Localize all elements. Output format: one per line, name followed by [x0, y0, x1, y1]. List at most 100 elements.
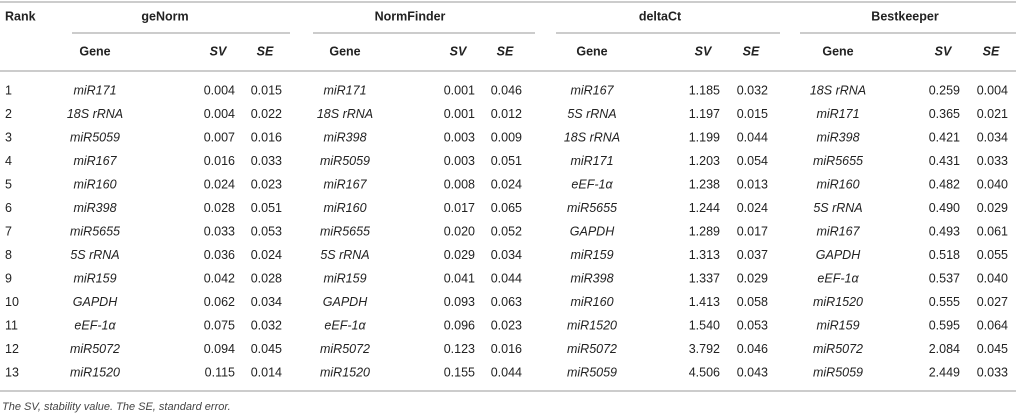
sv-cell: 0.017 [444, 201, 475, 215]
sv-cell: 1.244 [689, 201, 720, 215]
se-cell: 0.040 [977, 271, 1008, 285]
column-header: SV [695, 44, 713, 58]
se-cell: 0.029 [977, 201, 1008, 215]
se-cell: 0.046 [491, 83, 522, 97]
sv-cell: 1.289 [689, 224, 720, 238]
gene-cell: miR5655 [320, 224, 370, 238]
rank-cell: 4 [5, 154, 12, 168]
se-cell: 0.051 [251, 201, 282, 215]
gene-cell: miR5072 [320, 342, 370, 356]
se-cell: 0.032 [737, 83, 768, 97]
sv-cell: 0.029 [444, 248, 475, 262]
gene-cell: miR160 [323, 201, 366, 215]
se-cell: 0.022 [251, 107, 282, 121]
se-cell: 0.023 [251, 177, 282, 191]
group-header: deltaCt [639, 9, 682, 23]
se-cell: 0.063 [491, 295, 522, 309]
group-header: geNorm [141, 9, 188, 23]
gene-cell: GAPDH [816, 248, 861, 262]
rank-cell: 12 [5, 342, 19, 356]
se-cell: 0.029 [737, 271, 768, 285]
rank-cell: 5 [5, 177, 12, 191]
sv-cell: 0.062 [204, 295, 235, 309]
gene-cell: 18S rRNA [564, 130, 620, 144]
sv-cell: 0.001 [444, 107, 475, 121]
sv-cell: 1.185 [689, 83, 720, 97]
sv-cell: 0.490 [929, 201, 960, 215]
gene-cell: 18S rRNA [810, 83, 866, 97]
column-header: SE [257, 44, 274, 58]
sv-cell: 0.020 [444, 224, 475, 238]
sv-cell: 0.115 [205, 365, 235, 379]
se-cell: 0.009 [491, 130, 522, 144]
column-header: SV [210, 44, 228, 58]
rank-cell: 8 [5, 248, 12, 262]
se-cell: 0.033 [251, 154, 282, 168]
se-cell: 0.053 [251, 224, 282, 238]
rank-cell: 11 [5, 318, 18, 332]
sv-cell: 4.506 [689, 365, 720, 379]
se-cell: 0.043 [737, 365, 768, 379]
se-cell: 0.012 [491, 107, 522, 121]
se-cell: 0.027 [977, 295, 1008, 309]
se-cell: 0.037 [737, 248, 768, 262]
gene-cell: miR167 [73, 154, 117, 168]
sv-cell: 1.203 [689, 154, 720, 168]
sv-cell: 0.482 [929, 177, 960, 191]
column-header: SV [935, 44, 953, 58]
sv-cell: 0.007 [204, 130, 235, 144]
sv-cell: 0.042 [204, 271, 235, 285]
se-cell: 0.013 [737, 177, 768, 191]
sv-cell: 0.004 [204, 83, 235, 97]
se-cell: 0.014 [251, 365, 282, 379]
se-cell: 0.024 [491, 177, 522, 191]
se-cell: 0.032 [251, 318, 282, 332]
se-cell: 0.015 [737, 107, 768, 121]
sv-cell: 0.518 [929, 248, 960, 262]
se-cell: 0.017 [737, 224, 768, 238]
sv-cell: 2.084 [929, 342, 960, 356]
group-header: NormFinder [375, 9, 446, 23]
sv-cell: 1.197 [689, 107, 720, 121]
sv-cell: 0.016 [204, 154, 235, 168]
se-cell: 0.033 [977, 365, 1008, 379]
se-cell: 0.028 [251, 271, 282, 285]
sv-cell: 0.421 [929, 130, 960, 144]
gene-cell: miR167 [816, 224, 860, 238]
sv-cell: 0.001 [444, 83, 475, 97]
se-cell: 0.033 [977, 154, 1008, 168]
gene-cell: miR160 [816, 177, 859, 191]
se-cell: 0.058 [737, 295, 768, 309]
sv-cell: 0.595 [929, 318, 960, 332]
sv-cell: 0.431 [929, 154, 960, 168]
gene-cell: GAPDH [73, 295, 118, 309]
group-header: Bestkeeper [871, 9, 939, 23]
gene-cell: miR398 [323, 130, 366, 144]
gene-cell: miR159 [570, 248, 613, 262]
sv-cell: 1.413 [689, 295, 720, 309]
se-cell: 0.065 [491, 201, 522, 215]
rank-cell: 2 [5, 107, 12, 121]
se-cell: 0.034 [251, 295, 282, 309]
column-header: SE [983, 44, 1000, 58]
gene-cell: miR5655 [567, 201, 617, 215]
sv-cell: 0.365 [929, 107, 960, 121]
gene-cell: 5S rRNA [813, 201, 862, 215]
se-cell: 0.046 [737, 342, 768, 356]
sv-cell: 0.024 [204, 177, 235, 191]
sv-cell: 0.123 [444, 342, 475, 356]
gene-cell: miR171 [816, 107, 859, 121]
se-cell: 0.044 [491, 271, 522, 285]
se-cell: 0.034 [977, 130, 1008, 144]
se-cell: 0.051 [491, 154, 522, 168]
gene-cell: miR5059 [320, 154, 370, 168]
gene-cell: eEF-1α [324, 318, 366, 332]
gene-cell: miR1520 [70, 365, 120, 379]
sv-cell: 1.540 [689, 318, 720, 332]
gene-cell: miR160 [570, 295, 613, 309]
se-cell: 0.055 [977, 248, 1008, 262]
sv-cell: 0.028 [204, 201, 235, 215]
sv-cell: 0.033 [204, 224, 235, 238]
sv-cell: 0.003 [444, 130, 475, 144]
